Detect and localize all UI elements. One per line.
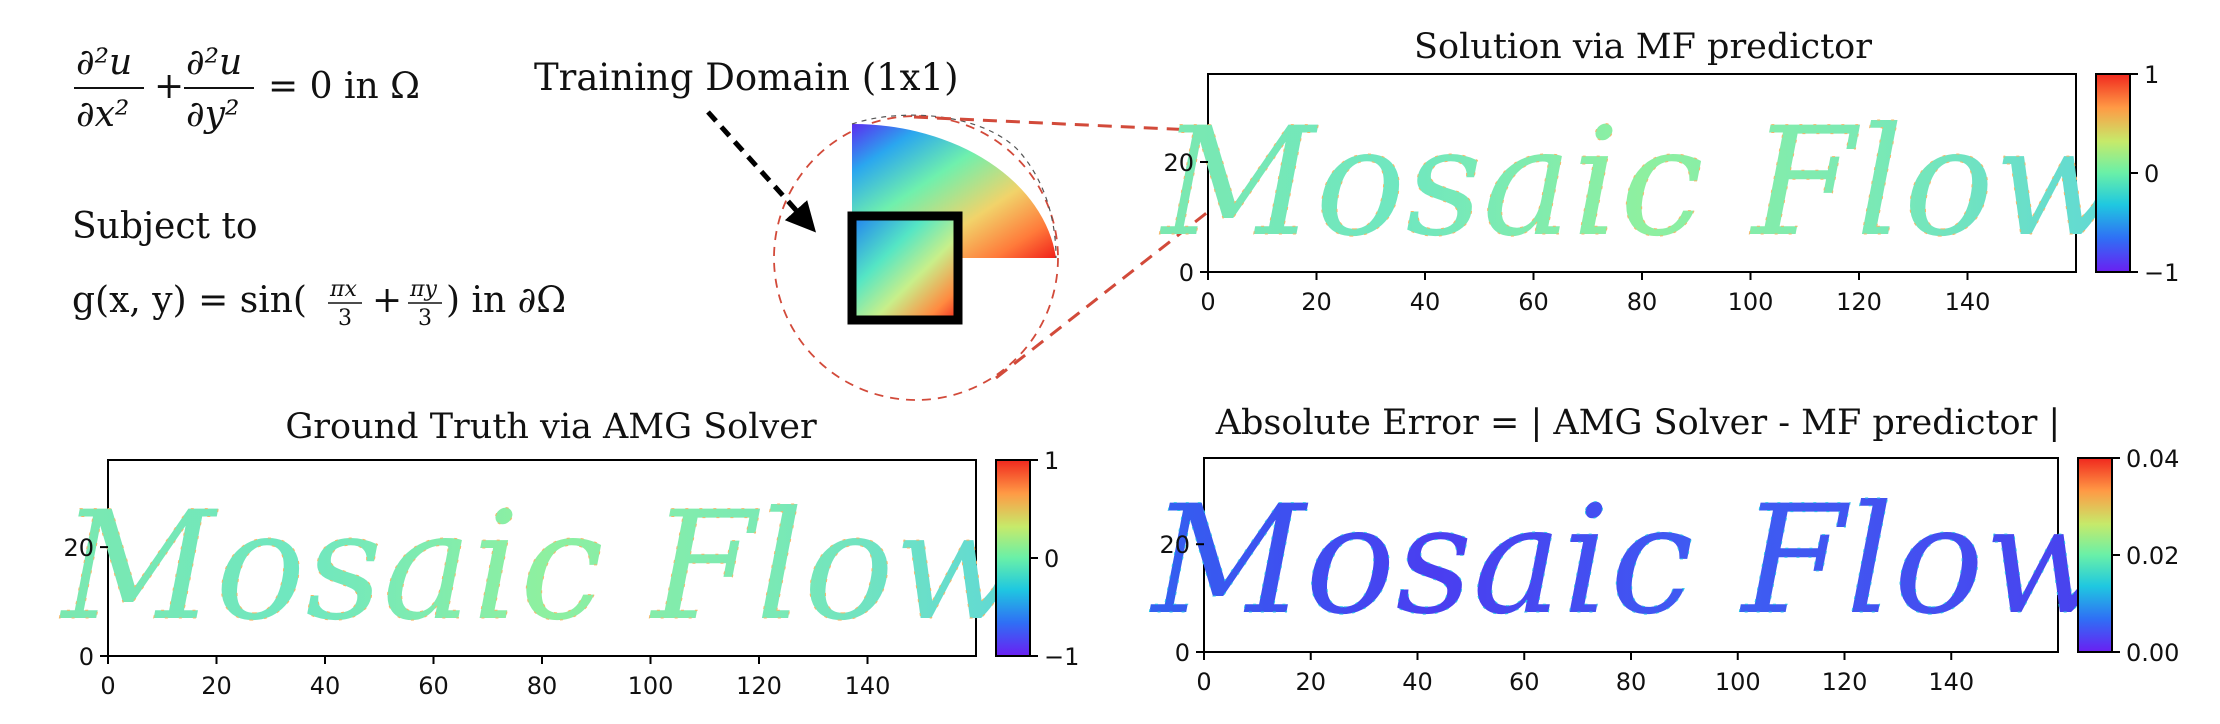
panel-amg-title: Ground Truth via AMG Solver: [285, 407, 817, 447]
mf-colorbar-tick-label: 1: [2144, 61, 2159, 89]
amg-xtick-label: 120: [736, 672, 782, 700]
panel-amg-colorbar: [995, 459, 1031, 657]
panel-mf-axes: 0 20 40 60 80 100 120 140 0 20: [1163, 149, 1990, 316]
mf-xtick-label: 140: [1945, 288, 1991, 316]
bc-frac2-den: 3: [418, 306, 432, 331]
mf-xtick-label: 120: [1836, 288, 1882, 316]
eq-term1-numerator: ∂²u: [76, 42, 132, 83]
bc-frac1-den: 3: [338, 306, 352, 331]
err-colorbar-tick-label: 0.04: [2126, 445, 2179, 473]
amg-xtick-label: 80: [527, 672, 558, 700]
mf-xtick-label: 0: [1200, 288, 1215, 316]
amg-xtick-label: 100: [628, 672, 674, 700]
amg-colorbar-tick-label: 1: [1044, 447, 1059, 475]
panel-error-colorbar-ticks: 0.04 0.02 0.00: [2112, 445, 2179, 667]
mf-ytick-label: 20: [1163, 149, 1194, 177]
eq-term2-denominator: ∂y²: [186, 94, 239, 135]
err-ytick-label: 0: [1175, 639, 1190, 667]
subject-to-label: Subject to: [72, 206, 258, 247]
mf-xtick-label: 80: [1627, 288, 1658, 316]
amg-ytick-label: 0: [79, 643, 94, 671]
panel-mf-plot-area: [1207, 73, 2077, 273]
err-xtick-label: 80: [1616, 668, 1647, 696]
err-xtick-label: 120: [1822, 668, 1868, 696]
training-arrow: [706, 110, 817, 233]
panel-amg-heatmap-field: Mosaic Flow: [59, 480, 1023, 654]
err-xtick-label: 40: [1402, 668, 1433, 696]
mf-xtick-label: 60: [1518, 288, 1549, 316]
panel-error-colorbar: [2077, 457, 2113, 653]
err-colorbar-tick-label: 0.02: [2126, 542, 2179, 570]
panel-mf-title: Solution via MF predictor: [1414, 27, 1872, 67]
zoom-connector-bottom: [995, 180, 1247, 380]
amg-colorbar-tick-label: −1: [1044, 643, 1079, 671]
err-xtick-label: 0: [1196, 668, 1211, 696]
amg-xtick-label: 60: [418, 672, 449, 700]
mf-colorbar-tick-label: 0: [2144, 160, 2159, 188]
bc-lhs: g(x, y) = sin(: [72, 280, 307, 321]
eq-plus: +: [154, 66, 184, 107]
err-xtick-label: 20: [1295, 668, 1326, 696]
bc-rhs: ) in ∂Ω: [446, 280, 566, 321]
panel-error: Absolute Error = | AMG Solver - MF predi…: [1148, 403, 2179, 696]
eq-term1-denominator: ∂x²: [76, 94, 129, 135]
mf-colorbar-tick-label: −1: [2144, 259, 2179, 287]
amg-xtick-label: 140: [845, 672, 891, 700]
eq-term2-numerator: ∂²u: [186, 42, 242, 83]
err-xtick-label: 60: [1509, 668, 1540, 696]
panel-error-heatmap-field: Mosaic Flow: [1149, 474, 2113, 648]
mf-xtick-label: 20: [1301, 288, 1332, 316]
err-xtick-label: 100: [1715, 668, 1761, 696]
zoom-circle: [773, 115, 1059, 401]
err-colorbar-tick-label: 0.00: [2126, 639, 2179, 667]
panel-mf-colorbar-ticks: 1 0 −1: [2130, 61, 2179, 287]
mf-xtick-label: 40: [1410, 288, 1441, 316]
mf-xtick-label: 100: [1728, 288, 1774, 316]
bc-frac2-num: πy: [409, 277, 437, 302]
pde-equation: ∂²u ∂x² + ∂²u ∂y² = 0 in Ω Subject to g(…: [72, 42, 566, 331]
training-square: [847, 211, 963, 325]
zoom-connector-top: [913, 115, 1237, 134]
amg-colorbar-tick-label: 0: [1044, 545, 1059, 573]
amg-xtick-label: 20: [201, 672, 232, 700]
panel-mf-colorbar: [2095, 73, 2131, 273]
bc-plus: +: [372, 280, 402, 321]
amg-xtick-label: 0: [100, 672, 115, 700]
mf-ytick-label: 0: [1179, 259, 1194, 287]
training-domain-label: Training Domain (1x1): [534, 56, 959, 99]
panel-error-plot-area: [1203, 457, 2059, 653]
panel-amg-colorbar-ticks: 1 0 −1: [1030, 447, 1079, 671]
panel-amg-axes: 0 20 40 60 80 100 120 140 0 20: [63, 534, 890, 700]
bc-frac1-num: πx: [329, 277, 357, 302]
panel-mf-heatmap-field: Mosaic Flow: [1159, 96, 2123, 270]
amg-ytick-label: 20: [63, 534, 94, 562]
quarter-domain-edge: [851, 114, 1057, 259]
panel-error-title: Absolute Error = | AMG Solver - MF predi…: [1215, 403, 2060, 443]
eq-rest: = 0 in Ω: [268, 66, 420, 107]
panel-amg: Ground Truth via AMG Solver Mosaic Flow …: [58, 407, 1079, 700]
panel-mf: Solution via MF predictor Mosaic Flow 0 2…: [1158, 27, 2179, 316]
err-xtick-label: 140: [1928, 668, 1974, 696]
panel-error-axes: 0 20 40 60 80 100 120 140 0 20: [1159, 531, 1974, 696]
err-ytick-label: 20: [1159, 531, 1190, 559]
panel-amg-plot-area: [107, 459, 977, 657]
amg-xtick-label: 40: [310, 672, 341, 700]
